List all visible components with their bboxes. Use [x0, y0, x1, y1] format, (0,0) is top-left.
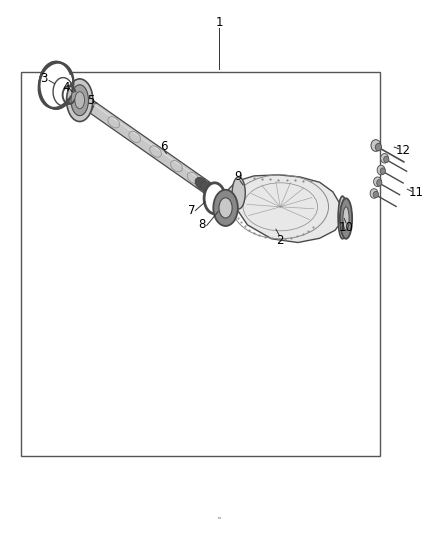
Bar: [21, 72, 380, 456]
Polygon shape: [90, 102, 235, 211]
Circle shape: [377, 165, 385, 175]
Ellipse shape: [195, 177, 208, 190]
Circle shape: [377, 180, 382, 186]
Text: 12: 12: [396, 144, 410, 157]
Text: 3: 3: [40, 72, 47, 85]
Circle shape: [375, 143, 381, 151]
Ellipse shape: [204, 183, 225, 214]
Text: 5: 5: [88, 94, 95, 107]
Ellipse shape: [71, 85, 88, 116]
Text: 11: 11: [409, 187, 424, 199]
Circle shape: [370, 189, 378, 198]
Text: 1: 1: [215, 16, 223, 29]
Ellipse shape: [39, 62, 73, 109]
Text: ˜: ˜: [216, 519, 222, 528]
Ellipse shape: [338, 196, 347, 239]
Ellipse shape: [213, 190, 238, 226]
Ellipse shape: [63, 86, 76, 104]
Ellipse shape: [219, 198, 232, 218]
Text: 4: 4: [62, 82, 70, 94]
Ellipse shape: [201, 181, 213, 194]
Ellipse shape: [340, 198, 352, 239]
Text: 2: 2: [276, 235, 284, 247]
Circle shape: [381, 154, 389, 163]
Circle shape: [371, 140, 381, 151]
Text: 10: 10: [339, 221, 353, 234]
Ellipse shape: [67, 79, 93, 122]
Ellipse shape: [213, 190, 238, 226]
Text: 7: 7: [188, 204, 196, 217]
Polygon shape: [229, 175, 344, 243]
Text: 8: 8: [199, 219, 206, 231]
Text: 6: 6: [160, 140, 168, 153]
Ellipse shape: [232, 177, 245, 209]
Circle shape: [373, 191, 378, 198]
Circle shape: [384, 156, 389, 163]
Circle shape: [374, 177, 381, 187]
Ellipse shape: [75, 92, 85, 109]
Text: 9: 9: [234, 171, 242, 183]
Circle shape: [380, 168, 385, 174]
Ellipse shape: [343, 207, 349, 230]
Ellipse shape: [340, 198, 352, 239]
